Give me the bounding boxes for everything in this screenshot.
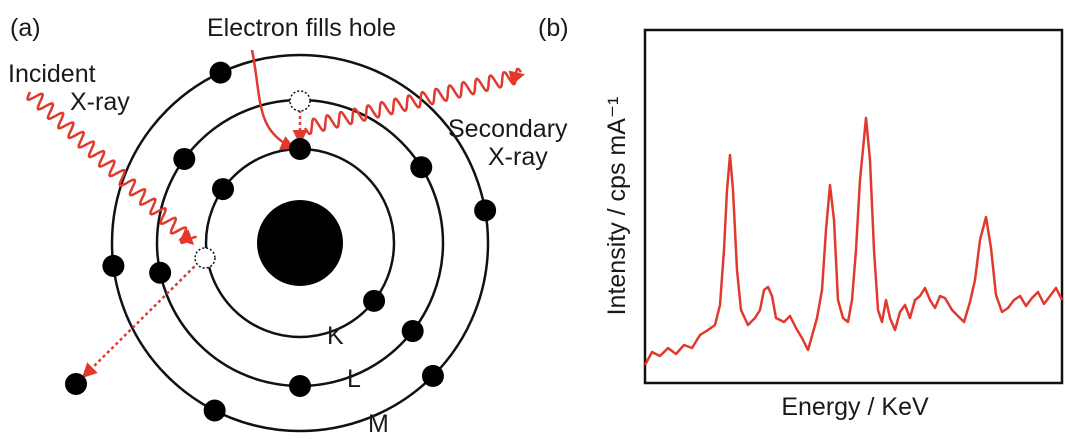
panel-label: (b) xyxy=(538,14,569,42)
electron xyxy=(289,138,311,160)
electron xyxy=(173,148,195,170)
electron xyxy=(422,365,444,387)
electron xyxy=(212,178,234,200)
spectrum xyxy=(645,118,1062,365)
electron xyxy=(289,375,311,397)
panel-label: (a) xyxy=(10,14,41,42)
shell-label: K xyxy=(327,322,344,350)
electron xyxy=(65,373,87,395)
incident-ray-head xyxy=(191,242,192,243)
electron xyxy=(402,320,424,342)
nucleus xyxy=(257,200,343,286)
electron xyxy=(102,255,124,277)
electron xyxy=(210,62,232,84)
annotation: X-ray xyxy=(70,88,130,116)
electron xyxy=(474,199,496,221)
electron xyxy=(204,400,226,422)
annotation: Secondary xyxy=(448,115,568,143)
fill-arrow xyxy=(252,50,293,148)
y-axis-label: Intensity / cps mA⁻¹ xyxy=(603,97,631,316)
hole xyxy=(290,91,310,111)
shell-label: M xyxy=(368,410,389,438)
annotation: Incident xyxy=(8,60,96,88)
annotation: X-ray xyxy=(488,143,548,171)
hole xyxy=(195,248,215,268)
ejected-arrow xyxy=(84,258,203,376)
electron xyxy=(410,156,432,178)
electron xyxy=(363,290,385,312)
x-axis-label: Energy / KeV xyxy=(781,393,929,421)
annotation: Electron fills hole xyxy=(207,14,396,42)
electron xyxy=(149,262,171,284)
shell-label: L xyxy=(347,365,361,393)
